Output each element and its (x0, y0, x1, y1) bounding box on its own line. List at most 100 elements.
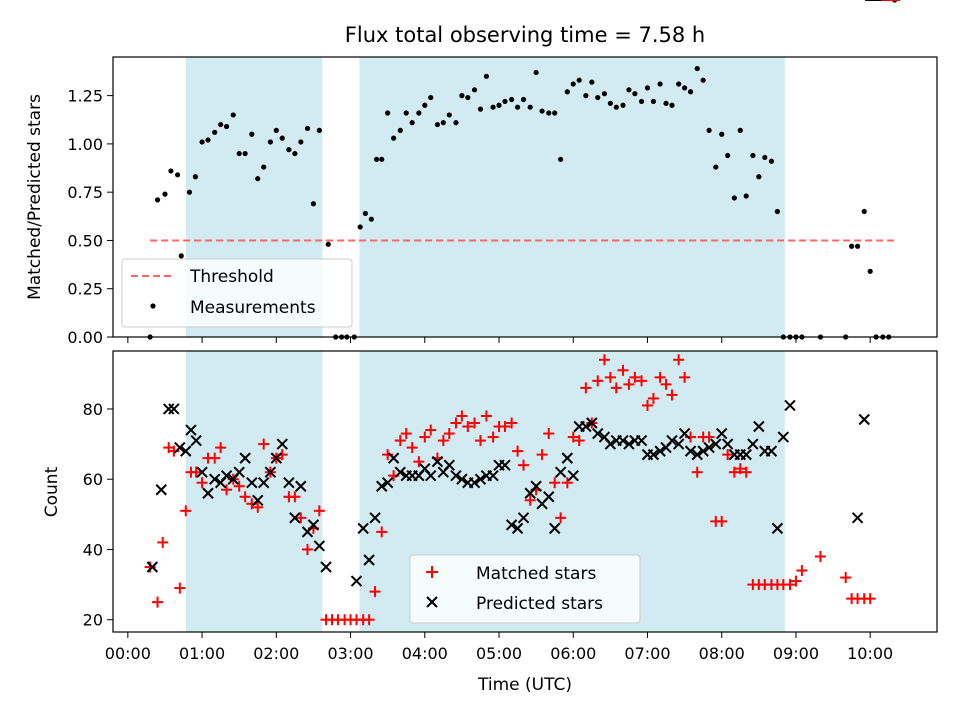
matched-stars-point (555, 512, 567, 524)
matched-stars-point (703, 431, 715, 443)
matched-stars-point (450, 417, 462, 429)
predicted-stars-point (155, 484, 167, 496)
matched-stars-point (313, 505, 325, 517)
measurement-point (218, 121, 224, 128)
x-tick-label: 06:00 (550, 644, 596, 663)
matched-stars-point (536, 449, 548, 461)
predicted-stars-point (357, 522, 369, 535)
matched-stars-point (629, 371, 641, 383)
predicted-stars-point (394, 466, 406, 478)
predicted-stars-point (246, 477, 258, 489)
predicted-stars-point (350, 575, 363, 587)
matched-stars-point (174, 582, 186, 594)
measurement-point (403, 110, 409, 116)
measurement-point (391, 135, 397, 141)
matched-stars-point (790, 575, 802, 587)
predicted-stars-point (684, 445, 697, 457)
matched-stars-point (462, 421, 474, 433)
predicted-stars-point (604, 438, 617, 450)
predicted-stars-point (474, 473, 487, 485)
predicted-stars-point (443, 459, 455, 471)
predicted-stars-point (146, 561, 159, 573)
bottom-y-axis-label: Count (42, 466, 62, 517)
bottom-axes-frame (112, 350, 938, 633)
measurement-point (385, 110, 391, 116)
matched-stars-point (406, 442, 418, 454)
measurement-point (261, 164, 267, 170)
predicted-stars-point (276, 438, 288, 450)
measurement-point (632, 91, 638, 97)
measurement-point (236, 150, 242, 157)
measurement-point (428, 94, 434, 101)
legend-matched-swatch (426, 566, 438, 578)
predicted-stars-point (548, 522, 561, 535)
predicted-stars-point (703, 441, 715, 454)
measurement-point (416, 110, 422, 116)
predicted-stars-point (456, 473, 468, 485)
predicted-stars-point (162, 403, 175, 415)
matched-stars-point (376, 526, 388, 538)
measurement-point (434, 121, 441, 128)
predicted-stars-point (710, 438, 722, 450)
predicted-stars-point (202, 487, 214, 499)
matched-stars-point (784, 579, 796, 591)
predicted-stars-point (554, 466, 567, 478)
top-series (147, 0, 898, 340)
measurement-point (304, 125, 311, 132)
measurement-point (192, 174, 198, 180)
measurement-point (316, 127, 322, 133)
matched-stars-point (561, 477, 573, 489)
predicted-stars-point (257, 477, 270, 489)
predicted-stars-point (635, 434, 648, 447)
measurement-point (854, 243, 861, 249)
measurement-point (620, 102, 626, 108)
predicted-stars-point (691, 448, 703, 461)
measurement-point (199, 139, 205, 145)
bottom-y-tick-label: 40 (83, 540, 103, 559)
matched-stars-point (221, 484, 233, 496)
predicted-stars-point (363, 554, 375, 566)
top-observing-windows (185, 57, 785, 337)
matched-stars-point (518, 459, 530, 471)
matched-stars-point (209, 452, 221, 464)
matched-stars-point (400, 428, 412, 440)
measurement-point (546, 110, 552, 116)
predicted-stars-point (220, 469, 233, 482)
measurement-point (162, 191, 168, 197)
predicted-stars-point (721, 438, 734, 450)
predicted-stars-point (697, 445, 709, 457)
matched-stars-point (728, 466, 740, 478)
matched-stars-point (487, 431, 499, 443)
legend-threshold-label: Threshold (189, 267, 274, 287)
measurement-point (687, 89, 694, 95)
predicted-stars-point (190, 434, 202, 447)
matched-stars-point (474, 435, 486, 447)
matched-stars-point (598, 354, 610, 366)
matched-stars-point (623, 378, 635, 390)
measurement-point (357, 224, 363, 230)
measurement-point (286, 147, 292, 153)
predicted-stars-point (307, 519, 320, 531)
top-y-tick-label: 0.00 (67, 328, 103, 347)
x-tick-label: 09:00 (773, 644, 819, 663)
measurement-point (154, 197, 161, 203)
matched-stars-point (840, 572, 852, 584)
matched-stars-point (734, 463, 746, 475)
top-panel: 0.00 0.25 0.50 0.75 1.00 1.25 Matched/Predict… (25, 0, 938, 347)
measurement-point (422, 102, 428, 108)
measurement-point (756, 174, 762, 180)
measurement-point (676, 81, 682, 87)
matched-stars-point (152, 596, 164, 608)
legend-predicted-label: Predicted stars (476, 594, 603, 614)
measurement-point (477, 106, 484, 112)
predicted-stars-point (252, 494, 264, 506)
x-tick-label: 05:00 (476, 644, 522, 663)
measurement-point (706, 127, 712, 133)
predicted-stars-point (592, 427, 604, 440)
predicted-stars-point (740, 448, 752, 461)
matched-stars-point (413, 456, 425, 468)
measurement-point (867, 268, 873, 274)
measurement-point (409, 120, 415, 126)
matched-stars-point (215, 442, 227, 454)
